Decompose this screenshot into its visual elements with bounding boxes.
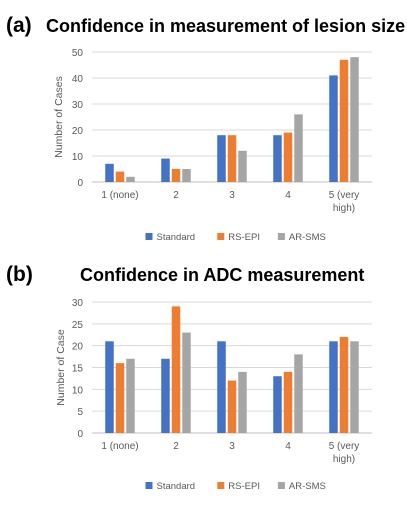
bar-ar-sms: [350, 341, 359, 433]
x-tick-label: 3: [229, 441, 235, 452]
legend-label: AR-SMS: [289, 232, 326, 243]
bar-ar-sms: [238, 371, 247, 433]
bar-standard: [217, 341, 226, 433]
x-tick-label: 5 (very: [329, 441, 360, 452]
bar-chart-a: 0 10 20 30 40 50 Number of Cases 1 (none) 2 3 4 5 (…: [53, 48, 372, 243]
legend-swatch: [277, 482, 285, 489]
x-tick-label: 5 (very: [329, 190, 360, 201]
bar-standard: [329, 341, 338, 433]
x-tick-label: 4: [285, 441, 291, 452]
legend-swatch: [217, 233, 225, 240]
bar-ar-sms: [294, 114, 303, 182]
bar-standard: [217, 135, 226, 182]
bar-rs-epi: [115, 171, 125, 182]
bar-ar-sms: [238, 150, 247, 182]
bar-rs-epi: [227, 135, 237, 182]
bar-standard: [105, 163, 114, 182]
bar-rs-epi: [227, 380, 237, 433]
y-tick-label: 40: [72, 74, 84, 85]
chart-panel-b: (b) Confidence in ADC measurement 0 5 10 15…: [0, 255, 407, 512]
chart-title: Confidence in ADC measurement: [80, 265, 365, 285]
panel-label: (a): [6, 14, 32, 37]
bar-ar-sms: [350, 57, 359, 183]
x-tick-label: 3: [229, 190, 235, 201]
legend-swatch: [277, 233, 285, 240]
y-axis-label: Number of Cases: [53, 76, 65, 158]
legend-swatch: [145, 233, 153, 240]
chart-panel-a: (a) Confidence in measurement of lesion …: [0, 0, 407, 255]
legend-label: Standard: [157, 481, 196, 492]
bar-standard: [161, 358, 170, 433]
legend-label: Standard: [157, 232, 196, 243]
x-tick-label: 1 (none): [101, 441, 138, 452]
y-tick-label: 5: [77, 407, 83, 418]
bar-standard: [161, 158, 170, 182]
bar-standard: [273, 135, 282, 182]
bar-rs-epi: [171, 306, 181, 433]
bar-ar-sms: [182, 169, 191, 182]
legend-swatch: [217, 482, 225, 489]
y-tick-label: 15: [72, 364, 84, 375]
bar-ar-sms: [182, 332, 191, 433]
bar-standard: [273, 376, 282, 433]
bar-standard: [329, 75, 338, 182]
bar-rs-epi: [339, 336, 349, 433]
y-tick-label: 10: [72, 152, 84, 163]
x-tick-label: 2: [173, 441, 179, 452]
bar-rs-epi: [115, 363, 125, 433]
panel-label: (b): [6, 263, 33, 286]
y-tick-label: 0: [77, 178, 83, 189]
y-tick-label: 10: [72, 385, 84, 396]
bar-rs-epi: [171, 169, 181, 182]
x-tick-label: high): [333, 203, 355, 214]
y-tick-label: 0: [77, 429, 83, 440]
y-tick-label: 50: [72, 48, 84, 59]
legend-swatch: [145, 482, 153, 489]
bar-rs-epi: [339, 59, 349, 182]
y-tick-label: 30: [72, 100, 84, 111]
y-tick-label: 20: [72, 342, 84, 353]
bar-ar-sms: [126, 358, 135, 433]
chart-title: Confidence in measurement of lesion size: [46, 16, 406, 36]
legend-label: RS-EPI: [228, 481, 260, 492]
bar-rs-epi: [283, 132, 293, 182]
bar-ar-sms: [126, 176, 135, 182]
x-tick-label: 1 (none): [101, 190, 138, 201]
bar-rs-epi: [283, 371, 293, 433]
x-tick-label: 2: [173, 190, 179, 201]
y-tick-label: 25: [72, 320, 84, 331]
bar-chart-b: 0 5 10 15 20 25 30 Number of Case 1 (none) 2 3 4 5 (…: [55, 298, 372, 492]
x-tick-label: 4: [285, 190, 291, 201]
legend-label: RS-EPI: [228, 232, 260, 243]
x-tick-label: high): [333, 454, 355, 465]
y-tick-label: 30: [72, 298, 84, 309]
y-axis-label: Number of Case: [55, 329, 67, 406]
bar-ar-sms: [294, 354, 303, 433]
legend-label: AR-SMS: [289, 481, 326, 492]
bar-standard: [105, 341, 114, 433]
y-tick-label: 20: [72, 126, 84, 137]
